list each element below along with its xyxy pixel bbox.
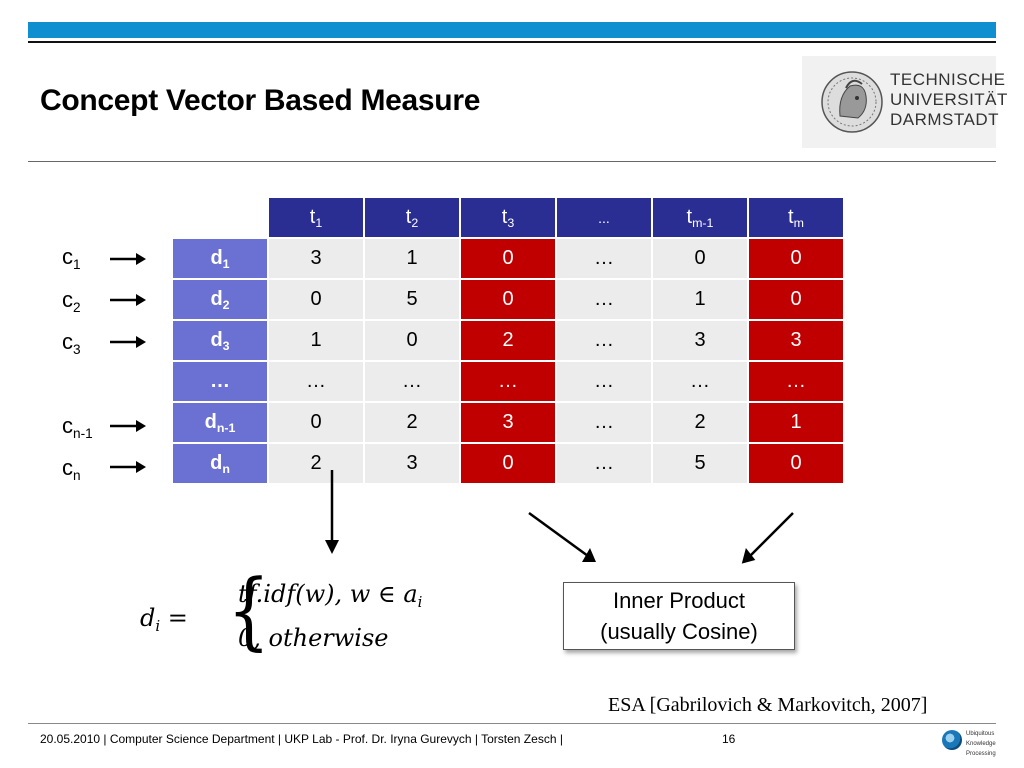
table-row: d3 1 0 2 … 3 3: [173, 321, 843, 360]
column-header: t1: [269, 198, 363, 237]
table-cell-highlighted: 0: [749, 280, 843, 319]
logo-line-2: UNIVERSITÄT: [890, 90, 1008, 109]
table-cell-highlighted: 2: [461, 321, 555, 360]
table-cell: 0: [269, 403, 363, 442]
formula-lhs: di =: [140, 604, 188, 636]
slide-title: Concept Vector Based Measure: [40, 84, 481, 117]
concept-label: c3: [62, 329, 81, 357]
right-arrow-icon: [110, 294, 146, 306]
ukp-line-1: Ubiquitous: [966, 731, 995, 737]
table-cell: 1: [269, 321, 363, 360]
table-cell-highlighted: 3: [749, 321, 843, 360]
right-arrow-icon: [110, 336, 146, 348]
table-row: d1 3 1 0 … 0 0: [173, 239, 843, 278]
formula-case-2: 0, otherwise: [238, 624, 389, 652]
row-header: d1: [173, 239, 267, 278]
table-row: d2 0 5 0 … 1 0: [173, 280, 843, 319]
table-cell: 5: [365, 280, 459, 319]
table-cell: …: [557, 239, 651, 278]
right-arrow-icon: [110, 461, 146, 473]
table-cell: 0: [269, 280, 363, 319]
row-header: dn: [173, 444, 267, 483]
top-divider: [28, 41, 996, 43]
concept-vector-table: t1 t2 t3 ... tm-1 tm d1 3 1 0 … 0 0 d2 0…: [171, 196, 845, 485]
table-cell-highlighted: 0: [749, 239, 843, 278]
table-cell: …: [653, 362, 747, 401]
logo-line-3: DARMSTADT: [890, 110, 1000, 129]
formula-case-1: tf.idf(w), w ∈ ai: [238, 580, 423, 612]
logo-line-1: TECHNISCHE: [890, 70, 1006, 89]
table-corner: [173, 198, 267, 237]
concept-label: cn-1: [62, 413, 93, 441]
table-cell-highlighted: 1: [749, 403, 843, 442]
box-line-1: Inner Product: [612, 588, 746, 613]
table-cell: 2: [653, 403, 747, 442]
diagonal-arrow-left-icon: [528, 511, 596, 562]
table-cell: 5: [653, 444, 747, 483]
table-cell: 1: [653, 280, 747, 319]
diagonal-arrow-right-icon: [741, 512, 794, 564]
table-cell-highlighted: 0: [749, 444, 843, 483]
column-header: tm: [749, 198, 843, 237]
title-divider: [28, 161, 996, 162]
table-header-row: t1 t2 t3 ... tm-1 tm: [173, 198, 843, 237]
table-cell: 1: [365, 239, 459, 278]
table-cell: 3: [365, 444, 459, 483]
table-cell: 3: [269, 239, 363, 278]
athena-seal-icon: [821, 71, 883, 133]
page-number: 16: [722, 732, 736, 746]
column-header: t3: [461, 198, 555, 237]
table-cell: …: [557, 362, 651, 401]
row-header: d3: [173, 321, 267, 360]
ukp-globe-icon: [942, 730, 962, 750]
top-accent-bar: [28, 22, 996, 38]
table-cell: …: [365, 362, 459, 401]
table-cell-highlighted: …: [749, 362, 843, 401]
formula-brace: {: [227, 561, 271, 659]
inner-product-box: Inner Product (usually Cosine): [563, 582, 795, 650]
table-cell-highlighted: 0: [461, 239, 555, 278]
table-cell: …: [557, 444, 651, 483]
table-cell: 2: [365, 403, 459, 442]
concept-label: c1: [62, 244, 81, 272]
table-row: … … … … … … …: [173, 362, 843, 401]
right-arrow-icon: [110, 420, 146, 432]
university-logo: TECHNISCHE UNIVERSITÄT DARMSTADT: [802, 56, 1007, 148]
table-cell-highlighted: 0: [461, 444, 555, 483]
column-header: ...: [557, 198, 651, 237]
table-cell: …: [269, 362, 363, 401]
column-header: t2: [365, 198, 459, 237]
footer-text: 20.05.2010 | Computer Science Department…: [40, 732, 563, 746]
table-cell-highlighted: …: [461, 362, 555, 401]
row-header: …: [173, 362, 267, 401]
row-header: d2: [173, 280, 267, 319]
concept-label: cn: [62, 455, 81, 483]
table-cell: …: [557, 321, 651, 360]
ukp-line-3: Processing: [966, 751, 996, 757]
table-row: dn-1 0 2 3 … 2 1: [173, 403, 843, 442]
table-cell: 0: [365, 321, 459, 360]
table-cell-highlighted: 3: [461, 403, 555, 442]
concept-label: c2: [62, 287, 81, 315]
table-cell: …: [557, 403, 651, 442]
box-line-2: (usually Cosine): [600, 619, 758, 644]
table-cell: 0: [653, 239, 747, 278]
table-cell-highlighted: 0: [461, 280, 555, 319]
ukp-logo: Ubiquitous Knowledge Processing: [940, 726, 1016, 764]
right-arrow-icon: [110, 253, 146, 265]
table-cell: 2: [269, 444, 363, 483]
table-cell: 3: [653, 321, 747, 360]
table-row: dn 2 3 0 … 5 0: [173, 444, 843, 483]
ukp-line-2: Knowledge: [966, 741, 996, 747]
row-header: dn-1: [173, 403, 267, 442]
footer-divider: [28, 723, 996, 724]
table-cell: …: [557, 280, 651, 319]
weighting-formula: di = { tf.idf(w), w ∈ ai 0, otherwise: [138, 566, 478, 676]
citation: ESA [Gabrilovich & Markovitch, 2007]: [608, 694, 928, 716]
column-header: tm-1: [653, 198, 747, 237]
